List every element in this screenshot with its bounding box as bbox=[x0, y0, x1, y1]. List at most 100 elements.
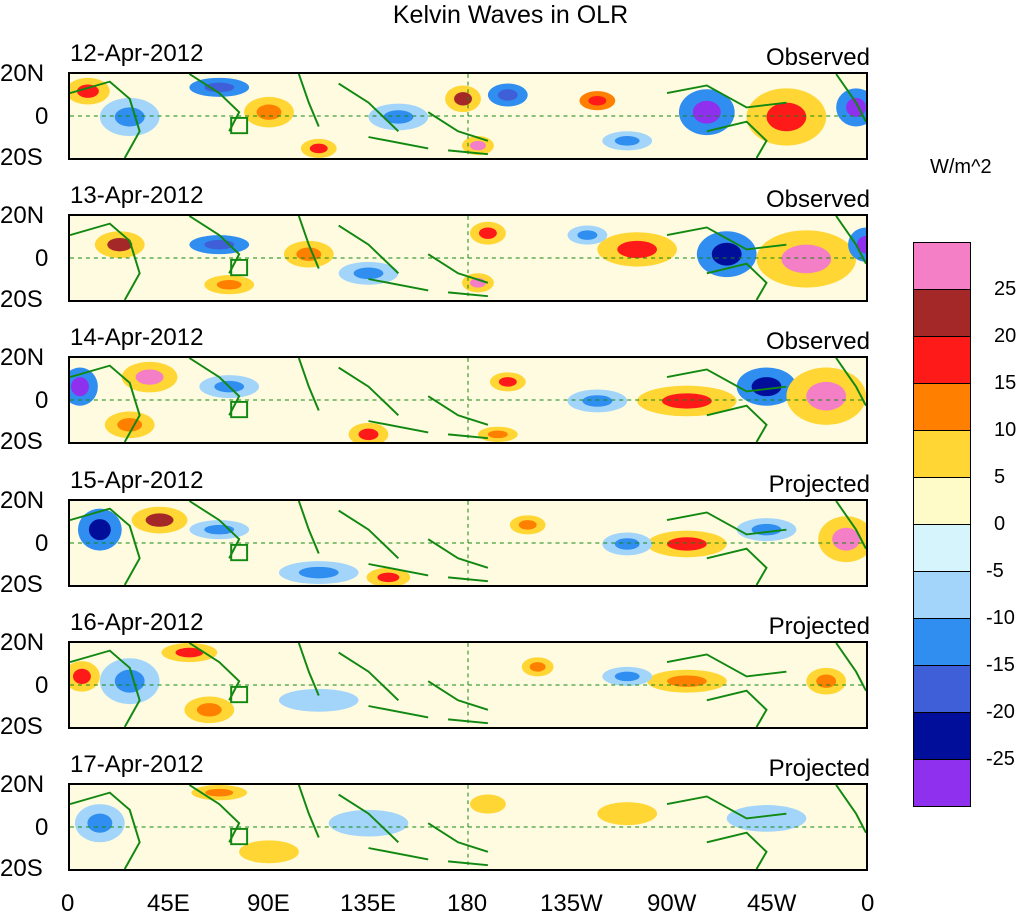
anomaly-core bbox=[577, 230, 598, 240]
anomaly-core bbox=[469, 140, 486, 151]
lat-label-south: 20S bbox=[0, 713, 43, 740]
panel-status: Observed bbox=[765, 44, 870, 71]
anomaly-core bbox=[662, 393, 712, 409]
colorbar-label: 0 bbox=[994, 513, 1006, 535]
lon-tick-label: 135E bbox=[340, 890, 397, 917]
lon-tick-label: 90W bbox=[647, 890, 697, 917]
colorbar bbox=[913, 242, 971, 807]
anomaly-core bbox=[114, 107, 145, 127]
colorbar-swatch bbox=[913, 666, 971, 713]
anomaly-core bbox=[205, 788, 234, 797]
lon-tick-label: 45W bbox=[747, 890, 797, 917]
colorbar-swatch bbox=[913, 384, 971, 431]
lat-label-north: 20N bbox=[0, 487, 45, 514]
anomaly-core bbox=[617, 240, 658, 258]
anomaly-core bbox=[70, 377, 89, 397]
anomaly-core bbox=[256, 104, 282, 120]
olr-anomaly-map bbox=[68, 783, 868, 871]
region-box bbox=[230, 543, 249, 562]
panel-date: 12-Apr-2012 bbox=[70, 40, 204, 67]
anomaly-core bbox=[196, 703, 222, 717]
page-title: Kelvin Waves in OLR bbox=[392, 1, 629, 29]
region-box bbox=[230, 827, 249, 846]
lat-label-north: 20N bbox=[0, 771, 45, 798]
region-box bbox=[230, 685, 249, 704]
lon-tick-label: 45E bbox=[147, 890, 190, 917]
colorbar-swatch bbox=[913, 760, 971, 807]
panel-status: Observed bbox=[765, 328, 870, 355]
colorbar-label: 25 bbox=[994, 278, 1017, 300]
anomaly-core bbox=[498, 377, 517, 387]
anomaly-core bbox=[309, 143, 328, 154]
anomaly-core bbox=[87, 813, 113, 833]
anomaly-core bbox=[298, 566, 339, 579]
colorbar-label: -25 bbox=[986, 748, 1015, 770]
anomaly-core bbox=[667, 537, 707, 551]
lat-label-equator: 0 bbox=[35, 103, 49, 130]
anomaly-core bbox=[614, 671, 640, 682]
lat-label-south: 20S bbox=[0, 571, 43, 598]
anomaly-core bbox=[518, 520, 537, 530]
olr-anomaly-map bbox=[68, 499, 868, 587]
map-panel: 12-Apr-2012 Observed 20N 0 20S bbox=[0, 40, 880, 182]
map-panel: 13-Apr-2012 Observed 20N 0 20S bbox=[0, 182, 880, 324]
anomaly-core bbox=[766, 102, 807, 132]
panel-date: 14-Apr-2012 bbox=[70, 324, 204, 351]
anomaly-core bbox=[692, 100, 721, 124]
anomaly-core bbox=[254, 846, 284, 858]
lon-tick-label: 0 bbox=[861, 890, 875, 917]
colorbar-label: 15 bbox=[994, 372, 1017, 394]
panel-status: Projected bbox=[768, 471, 870, 498]
anomaly-core bbox=[497, 89, 518, 101]
lon-tick-label: 90E bbox=[247, 890, 290, 917]
anomaly-core bbox=[88, 519, 111, 541]
lat-label-south: 20S bbox=[0, 428, 43, 455]
lat-label-north: 20N bbox=[0, 60, 45, 87]
colorbar-swatch bbox=[913, 337, 971, 384]
region-box bbox=[230, 116, 249, 135]
anomaly-core bbox=[806, 381, 847, 411]
lat-label-north: 20N bbox=[0, 629, 45, 656]
anomaly-core bbox=[614, 136, 640, 146]
anomaly-core bbox=[478, 227, 497, 239]
panel-date: 17-Apr-2012 bbox=[70, 751, 204, 778]
lat-label-north: 20N bbox=[0, 344, 45, 371]
anomaly-core bbox=[72, 668, 91, 685]
anomaly-core bbox=[529, 662, 546, 672]
anomaly-core bbox=[353, 267, 384, 279]
anomaly-core bbox=[614, 538, 640, 550]
anomaly-core bbox=[348, 816, 389, 830]
anomaly-core bbox=[454, 92, 472, 106]
lat-label-south: 20S bbox=[0, 855, 43, 882]
colorbar-swatch bbox=[913, 713, 971, 760]
olr-anomaly-map bbox=[68, 214, 868, 302]
lat-label-south: 20S bbox=[0, 286, 43, 313]
olr-anomaly-map bbox=[68, 72, 868, 160]
colorbar-swatch bbox=[913, 431, 971, 478]
colorbar-swatch bbox=[913, 525, 971, 572]
lon-tick-label: 180 bbox=[447, 890, 488, 917]
colorbar-swatch bbox=[913, 242, 971, 290]
panel-date: 13-Apr-2012 bbox=[70, 182, 204, 209]
colorbar-label: -20 bbox=[986, 701, 1015, 723]
panel-status: Observed bbox=[765, 186, 870, 213]
anomaly-core bbox=[781, 244, 832, 274]
anomaly-core bbox=[135, 369, 164, 385]
anomaly-core bbox=[478, 799, 497, 809]
longitude-axis: 0 45E 90E 135E 180 135W 90W 45W 0 bbox=[0, 890, 900, 920]
colorbar-swatch bbox=[913, 619, 971, 666]
panel-status: Projected bbox=[768, 613, 870, 640]
colorbar-swatch bbox=[913, 572, 971, 619]
map-panel: 17-Apr-2012 Projected 20N 0 20S bbox=[0, 751, 880, 893]
lat-label-equator: 0 bbox=[35, 530, 49, 557]
panel-date: 15-Apr-2012 bbox=[70, 467, 204, 494]
colorbar-label: -5 bbox=[986, 560, 1004, 582]
lon-tick-label: 135W bbox=[540, 890, 603, 917]
map-panel: 15-Apr-2012 Projected 20N 0 20S bbox=[0, 467, 880, 609]
lat-label-equator: 0 bbox=[35, 387, 49, 414]
anomaly-core bbox=[832, 527, 861, 551]
region-box bbox=[230, 258, 249, 277]
panel-date: 16-Apr-2012 bbox=[70, 609, 204, 636]
colorbar-units: W/m^2 bbox=[930, 156, 992, 178]
